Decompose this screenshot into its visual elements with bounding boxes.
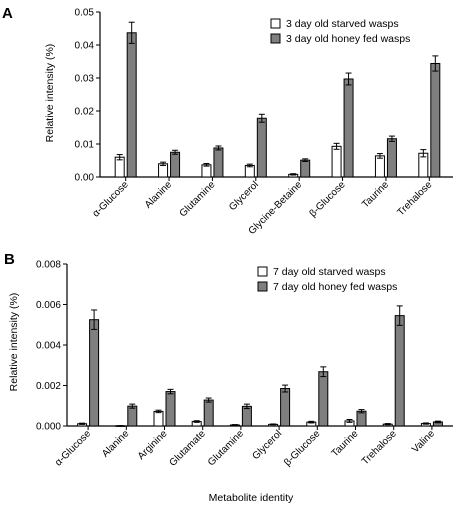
panel-b-y-tick-label: 0.008 xyxy=(36,260,61,271)
panel-b-category-label: Glutamate xyxy=(167,428,208,469)
panel-a-bar xyxy=(170,151,181,178)
panel-b-category-label: Alanine xyxy=(100,428,132,460)
panel-b-category-label: β-Glucose xyxy=(282,428,322,468)
panel-a-y-tick-label: 0.04 xyxy=(75,41,95,52)
panel-a-ylabel: Relative intensity (%) xyxy=(44,44,56,143)
panel-b-plot: 0.000 0.002 0.004 0.006 0.008 α-Glucose Alanin… xyxy=(36,260,453,469)
panel-b-y-tick-label: 0.004 xyxy=(36,341,61,352)
panel-b-bar xyxy=(280,388,291,427)
panel-b-category-label: Trehalose xyxy=(360,428,399,467)
panel-a: A Relative intensity (%) 0.000.010.020.0… xyxy=(2,5,453,237)
panel-a-category-label: Glycerol xyxy=(227,179,261,213)
panel-b-legend-label: 7 day old honey fed wasps xyxy=(273,281,397,293)
panel-a-bar xyxy=(256,117,267,178)
panel-b-y-tick-label: 0.002 xyxy=(36,381,61,392)
panel-b-category-label: Taurine xyxy=(330,428,361,459)
panel-a-category-label: β-Glucose xyxy=(308,179,348,219)
panel-a-category-label: α-Glucose xyxy=(91,179,131,219)
panel-a-legend-label: 3 day old honey fed wasps xyxy=(286,33,410,45)
panel-b-bar xyxy=(356,410,367,427)
panel-b-bar xyxy=(203,399,214,427)
panel-a-category-label: Taurine xyxy=(360,179,391,210)
panel-b-bar xyxy=(394,315,405,427)
panel-b-bar xyxy=(89,319,100,427)
panel-a-bar xyxy=(213,147,224,178)
panel-b-xlabel: Metabolite identity xyxy=(209,492,294,504)
panel-a-label: A xyxy=(2,5,13,22)
panel-b-y-tick-label: 0.000 xyxy=(36,422,61,433)
panel-a-y-tick-label: 0.00 xyxy=(75,173,95,184)
panel-a-y-tick-label: 0.03 xyxy=(75,74,95,85)
panel-b-category-label: Arginine xyxy=(136,428,170,462)
panel-a-bar xyxy=(300,159,311,178)
panel-a-bar xyxy=(331,145,342,178)
panel-b: B Relative intensity (%) 0.000 0.002 0.004… xyxy=(4,251,453,504)
panel-b-bar xyxy=(153,410,164,427)
panel-a-legend-label: 3 day old starved wasps xyxy=(286,18,399,30)
panel-a-category-label: Trehalose xyxy=(395,179,434,218)
panel-a-y-tick-label: 0.01 xyxy=(75,140,95,151)
panel-b-category-label: α-Glucose xyxy=(53,428,93,468)
panel-a-legend-swatch xyxy=(270,18,281,29)
panel-b-bar xyxy=(241,405,252,427)
panel-a-category-label: Glutamine xyxy=(178,179,218,219)
panel-a-bar xyxy=(386,138,397,178)
panel-a-bar xyxy=(374,155,385,178)
panel-b-legend-label: 7 day old starved wasps xyxy=(273,266,386,278)
panel-b-bar xyxy=(165,391,176,427)
panel-b-label: B xyxy=(4,251,15,268)
panel-b-legend-swatch xyxy=(257,281,268,292)
panel-a-legend-swatch xyxy=(270,33,281,44)
panel-b-y-tick-label: 0.006 xyxy=(36,300,61,311)
panel-a-bar xyxy=(430,62,441,178)
panel-b-bar xyxy=(127,405,138,427)
panel-a-y-tick-label: 0.02 xyxy=(75,107,95,118)
panel-a-bar xyxy=(343,78,354,178)
panel-a-bar xyxy=(201,164,212,178)
panel-b-bar xyxy=(318,371,329,427)
panel-b-category-label: Valine xyxy=(410,428,437,455)
panel-b-legend-swatch xyxy=(257,266,268,277)
panel-b-ylabel: Relative intensity (%) xyxy=(8,293,20,392)
panel-b-category-label: Glutamine xyxy=(206,428,246,468)
panel-a-plot: 0.00 0.01 0.02 0.03 0.04 0.05 α-Glucose Alanine… xyxy=(75,8,453,237)
panel-b-category-label: Glycerol xyxy=(251,428,285,462)
panel-a-y-tick-label: 0.05 xyxy=(75,8,95,19)
panel-a-bar xyxy=(126,32,137,178)
panel-a-category-label: Alanine xyxy=(143,179,175,211)
